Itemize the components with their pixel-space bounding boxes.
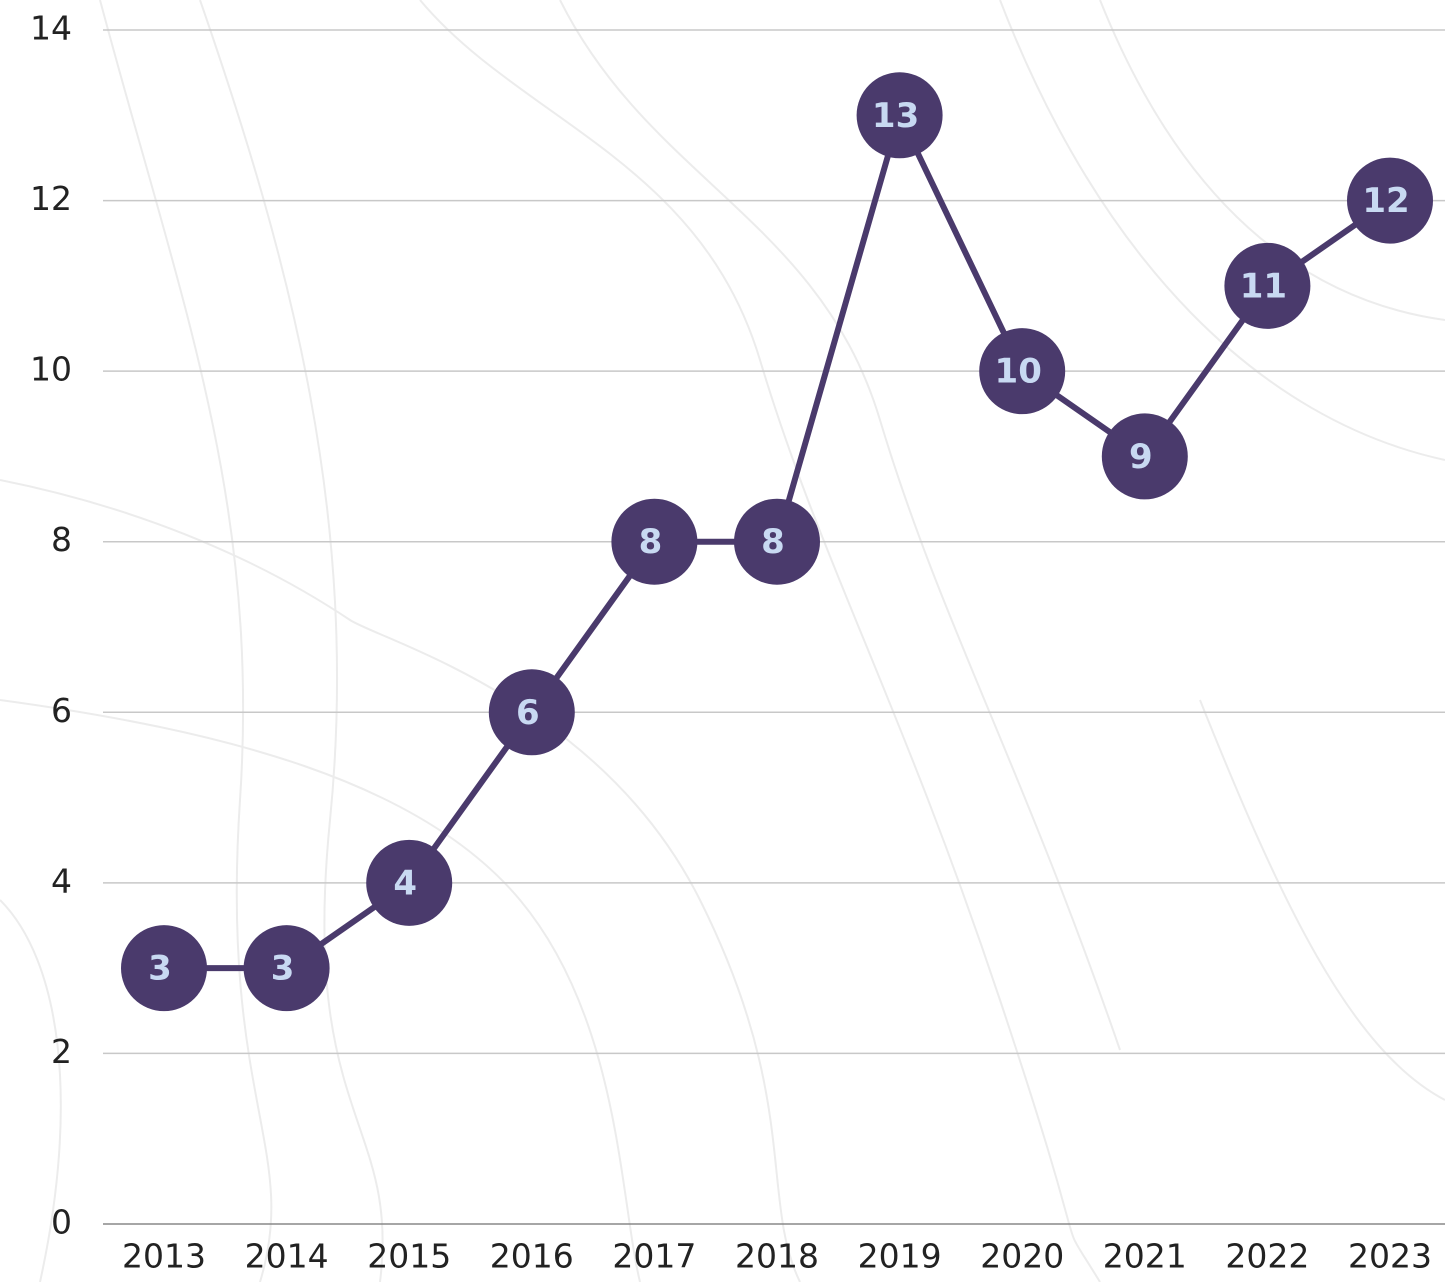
x-tick-label: 2023: [1348, 1237, 1432, 1276]
marker: [121, 925, 207, 1012]
marker: [979, 328, 1066, 415]
marker: [1101, 413, 1188, 500]
marker: [1347, 157, 1433, 244]
x-tick-label: 2022: [1225, 1237, 1309, 1276]
marker: [611, 498, 698, 585]
x-tick-label: 2014: [245, 1237, 329, 1276]
x-tick-label: 2019: [858, 1237, 942, 1276]
marker: [856, 72, 943, 159]
marker: [734, 498, 820, 585]
y-tick-label: 4: [51, 861, 72, 900]
marker: [488, 669, 575, 756]
data-label: 11: [1240, 266, 1287, 306]
data-label: 10: [995, 352, 1042, 392]
data-label: 13: [872, 96, 919, 136]
marker: [366, 839, 453, 926]
x-tick-label: 2021: [1103, 1237, 1187, 1276]
data-label: 4: [393, 863, 417, 903]
marker: [1224, 242, 1311, 329]
y-tick-label: 14: [30, 9, 72, 48]
y-tick-label: 0: [51, 1203, 72, 1242]
data-label: 3: [271, 949, 295, 989]
x-tick-label: 2018: [735, 1237, 819, 1276]
y-tick-label: 8: [51, 520, 72, 559]
y-tick-label: 12: [30, 179, 72, 218]
y-tick-label: 2: [51, 1032, 72, 1071]
data-label: 9: [1129, 437, 1153, 477]
x-tick-label: 2017: [612, 1237, 696, 1276]
x-tick-label: 2020: [980, 1237, 1064, 1276]
data-label: 6: [516, 693, 540, 733]
data-label: 8: [639, 522, 663, 562]
data-label: 8: [761, 522, 785, 562]
y-tick-label: 10: [30, 350, 72, 389]
data-label: 12: [1362, 181, 1409, 221]
data-label: 3: [148, 949, 172, 989]
marker: [243, 925, 330, 1012]
y-tick-label: 6: [51, 691, 72, 730]
x-tick-label: 2016: [490, 1237, 574, 1276]
x-tick-label: 2015: [367, 1237, 451, 1276]
x-tick-label: 2013: [122, 1237, 206, 1276]
